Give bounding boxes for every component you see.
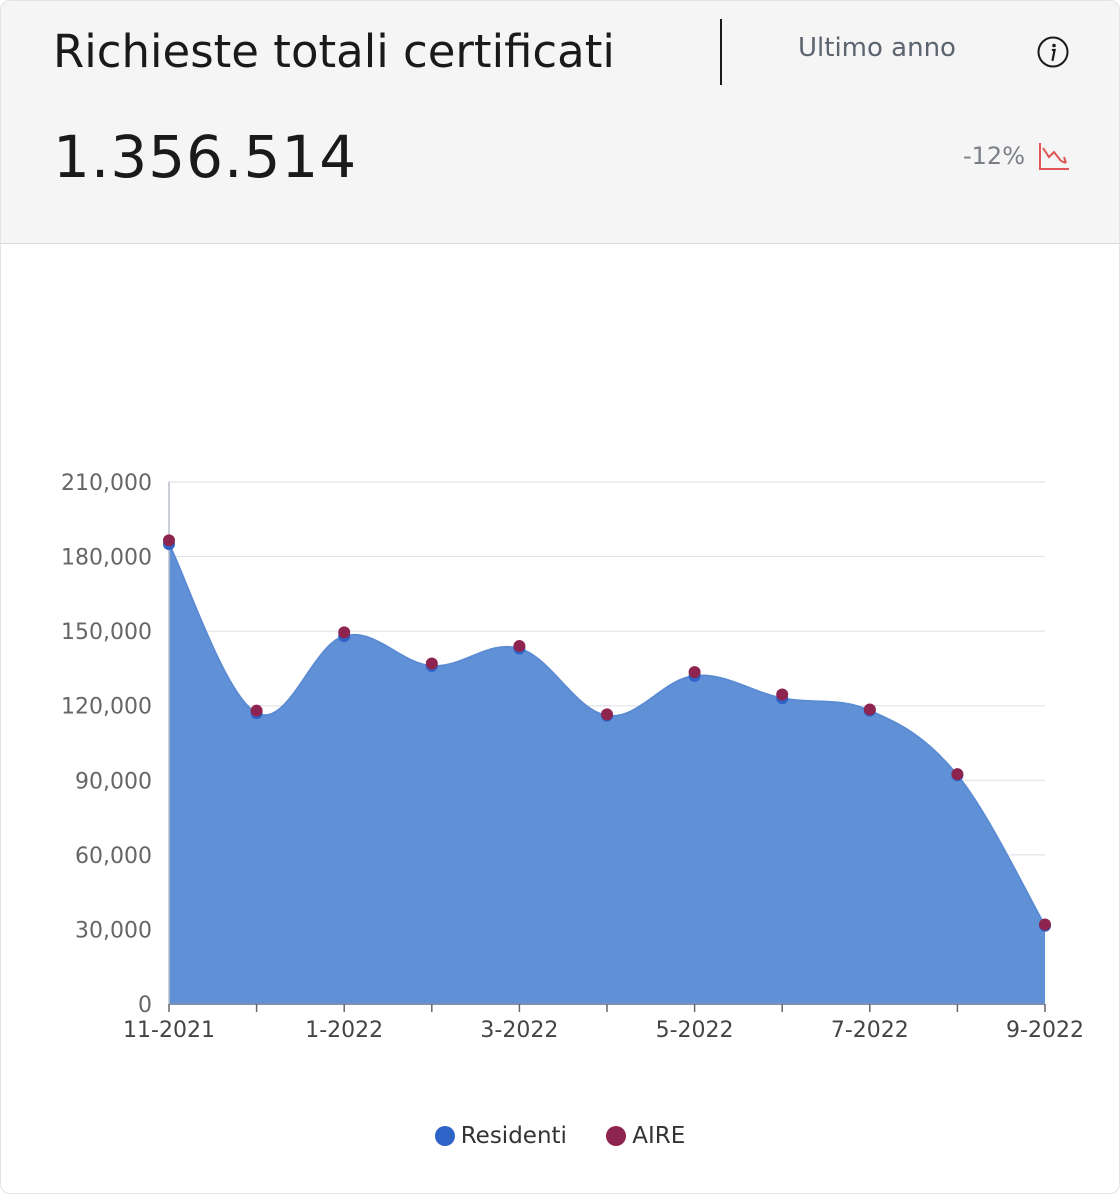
delta-percent: -12% xyxy=(963,142,1026,170)
x-tick-label: 1-2022 xyxy=(305,1018,383,1043)
y-tick-label: 90,000 xyxy=(75,769,152,794)
point-aire[interactable] xyxy=(863,703,876,716)
point-aire[interactable] xyxy=(601,708,613,721)
trend-down-icon xyxy=(1039,143,1069,170)
point-aire[interactable] xyxy=(776,688,789,701)
point-aire[interactable] xyxy=(163,534,175,547)
card-title: Richieste totali certificati xyxy=(53,25,615,78)
legend-marker-aire xyxy=(606,1126,627,1146)
y-tick-label: 180,000 xyxy=(61,546,152,571)
point-aire[interactable] xyxy=(425,657,438,670)
card-header: Richieste totali certificati Ultimo anno… xyxy=(1,1,1119,244)
y-tick-label: 60,000 xyxy=(75,844,152,869)
point-aire[interactable] xyxy=(1039,918,1051,931)
point-aire[interactable] xyxy=(688,666,701,679)
legend-label-aire: AIRE xyxy=(632,1123,686,1149)
legend-item-aire[interactable]: AIRE xyxy=(606,1123,685,1149)
total-value: 1.356.514 xyxy=(53,123,358,191)
y-tick-label: 150,000 xyxy=(61,620,152,645)
point-aire[interactable] xyxy=(951,768,964,781)
legend-label-residenti: Residenti xyxy=(460,1123,567,1149)
legend-item-residenti[interactable]: Residenti xyxy=(434,1123,567,1149)
chart-legend: Residenti AIRE xyxy=(1,1123,1119,1152)
y-tick-label: 30,000 xyxy=(75,918,152,943)
x-tick-label: 3-2022 xyxy=(480,1018,558,1043)
x-tick-label: 11-2021 xyxy=(123,1018,215,1043)
x-tick-label: 7-2022 xyxy=(831,1018,909,1043)
y-tick-label: 120,000 xyxy=(61,695,152,720)
point-aire[interactable] xyxy=(250,704,263,717)
point-aire[interactable] xyxy=(513,640,526,653)
legend-marker-residenti xyxy=(434,1126,455,1146)
x-tick-label: 5-2022 xyxy=(656,1018,734,1043)
series-line-residenti xyxy=(168,543,1046,927)
y-tick-label: 210,000 xyxy=(61,471,152,496)
area-chart: 0 30,000 60,000 90,000 120,000 150,000 180,000… xyxy=(61,471,1084,1043)
point-aire[interactable] xyxy=(338,626,351,639)
x-tick-label: 9-2022 xyxy=(1006,1018,1084,1043)
info-icon[interactable] xyxy=(1036,35,1070,69)
period-selector[interactable]: Ultimo anno xyxy=(798,33,956,63)
y-tick-label: 0 xyxy=(138,993,152,1018)
series-area-residenti xyxy=(169,544,1045,1004)
header-divider xyxy=(720,19,722,85)
